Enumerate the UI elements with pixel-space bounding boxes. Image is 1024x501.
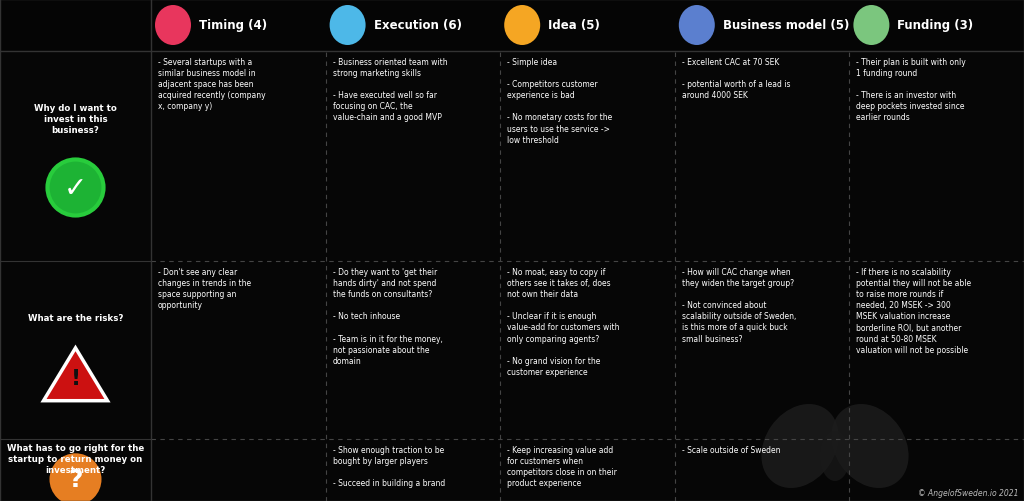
Text: What has to go right for the
startup to return money on
investment?: What has to go right for the startup to … <box>7 443 144 474</box>
Text: - Show enough traction to be
bought by larger players

- Succeed in building a b: - Show enough traction to be bought by l… <box>333 445 444 487</box>
Bar <box>849 262 1024 439</box>
Text: - Do they want to 'get their
hands dirty' and not spend
the funds on consultants: - Do they want to 'get their hands dirty… <box>333 268 442 365</box>
Bar <box>0 52 151 262</box>
Bar <box>326 52 500 262</box>
Text: - Several startups with a
similar business model in
adjacent space has been
acqu: - Several startups with a similar busine… <box>158 58 265 111</box>
Text: - Simple idea

- Competitors customer
experience is bad

- No monetary costs for: - Simple idea - Competitors customer exp… <box>507 58 612 144</box>
Bar <box>849 439 1024 501</box>
Text: - Excellent CAC at 70 SEK

- potential worth of a lead is
around 4000 SEK: - Excellent CAC at 70 SEK - potential wo… <box>682 58 791 100</box>
Text: - Business oriented team with
strong marketing skills

- Have executed well so f: - Business oriented team with strong mar… <box>333 58 447 122</box>
Bar <box>326 262 500 439</box>
Text: !: ! <box>71 369 81 388</box>
Bar <box>500 52 675 262</box>
Bar <box>849 52 1024 262</box>
Bar <box>0 262 151 439</box>
Bar <box>500 439 675 501</box>
Ellipse shape <box>762 404 839 488</box>
Text: © AngelofSweden.io 2021: © AngelofSweden.io 2021 <box>918 488 1018 497</box>
Text: Execution (6): Execution (6) <box>374 20 462 33</box>
Circle shape <box>47 160 103 216</box>
Bar <box>151 52 326 262</box>
Ellipse shape <box>679 6 715 46</box>
Polygon shape <box>43 348 108 401</box>
Bar <box>151 439 326 501</box>
Text: - If there is no scalability
potential they will not be able
to raise more round: - If there is no scalability potential t… <box>856 268 972 354</box>
Text: Timing (4): Timing (4) <box>199 20 267 33</box>
Bar <box>0 439 151 501</box>
Bar <box>675 439 849 501</box>
Text: - Scale outside of Sweden: - Scale outside of Sweden <box>682 445 780 454</box>
Ellipse shape <box>504 6 541 46</box>
Ellipse shape <box>853 6 890 46</box>
Circle shape <box>49 453 101 501</box>
Bar <box>500 262 675 439</box>
Text: - Keep increasing value add
for customers when
competitors close in on their
pro: - Keep increasing value add for customer… <box>507 445 617 487</box>
Ellipse shape <box>330 6 366 46</box>
Ellipse shape <box>155 6 191 46</box>
Text: What are the risks?: What are the risks? <box>28 314 123 323</box>
Text: - How will CAC change when
they widen the target group?

- Not convinced about
s: - How will CAC change when they widen th… <box>682 268 797 343</box>
Bar <box>326 439 500 501</box>
Text: - Their plan is built with only
1 funding round

- There is an investor with
dee: - Their plan is built with only 1 fundin… <box>856 58 967 122</box>
Text: - Don't see any clear
changes in trends in the
space supporting an
opportunity: - Don't see any clear changes in trends … <box>158 268 251 310</box>
Text: Funding (3): Funding (3) <box>897 20 974 33</box>
Text: - No moat, easy to copy if
others see it takes of, does
not own their data

- Un: - No moat, easy to copy if others see it… <box>507 268 620 376</box>
Text: Business model (5): Business model (5) <box>723 20 849 33</box>
Text: Why do I want to
invest in this
business?: Why do I want to invest in this business… <box>34 103 117 135</box>
Text: ✓: ✓ <box>63 174 87 202</box>
Ellipse shape <box>820 431 850 481</box>
Ellipse shape <box>831 404 908 488</box>
Text: Idea (5): Idea (5) <box>548 20 600 33</box>
Bar <box>675 52 849 262</box>
Bar <box>151 262 326 439</box>
Bar <box>0 0 1024 52</box>
Text: ?: ? <box>69 467 83 491</box>
Bar <box>675 262 849 439</box>
